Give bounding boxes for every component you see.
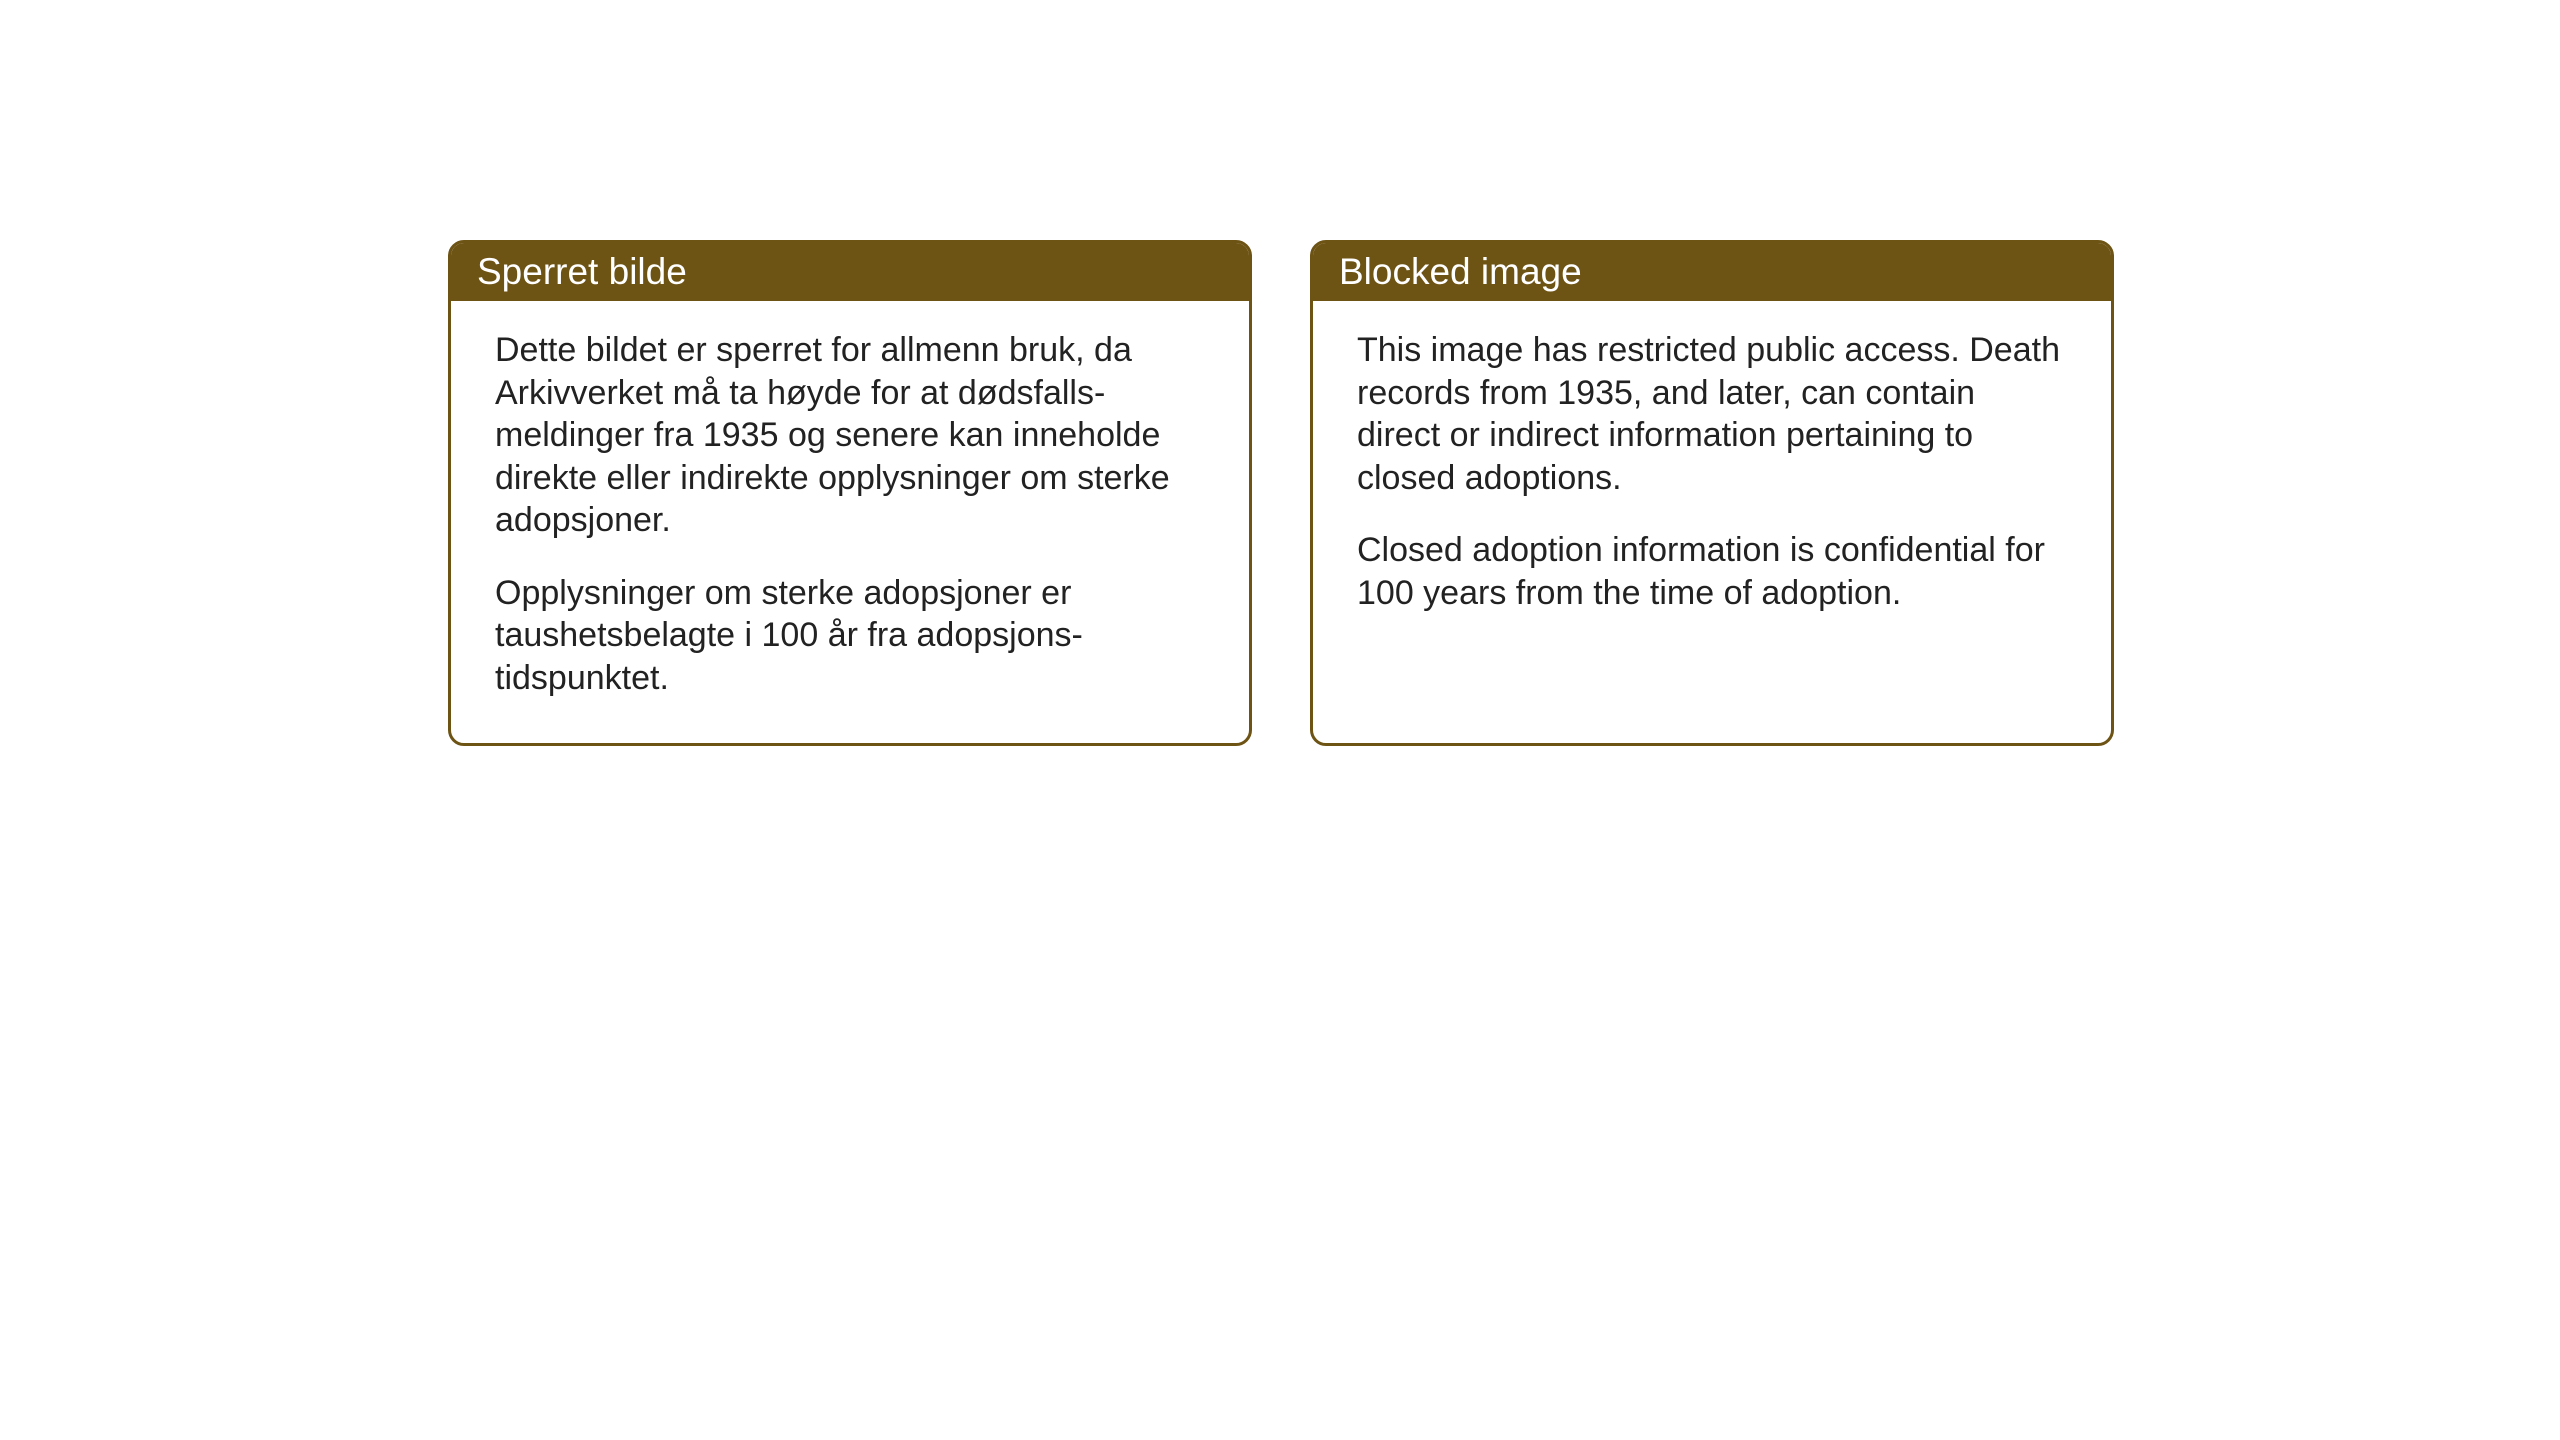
notice-card-norwegian: Sperret bilde Dette bildet er sperret fo…	[448, 240, 1252, 746]
card-paragraph-2-norwegian: Opplysninger om sterke adopsjoner er tau…	[495, 572, 1205, 700]
card-header-norwegian: Sperret bilde	[451, 243, 1249, 301]
notice-card-english: Blocked image This image has restricted …	[1310, 240, 2114, 746]
card-header-english: Blocked image	[1313, 243, 2111, 301]
card-body-english: This image has restricted public access.…	[1313, 301, 2111, 658]
card-paragraph-2-english: Closed adoption information is confident…	[1357, 529, 2067, 614]
card-title-norwegian: Sperret bilde	[477, 251, 687, 292]
notice-container: Sperret bilde Dette bildet er sperret fo…	[448, 240, 2114, 746]
card-paragraph-1-english: This image has restricted public access.…	[1357, 329, 2067, 499]
card-title-english: Blocked image	[1339, 251, 1582, 292]
card-paragraph-1-norwegian: Dette bildet er sperret for allmenn bruk…	[495, 329, 1205, 542]
card-body-norwegian: Dette bildet er sperret for allmenn bruk…	[451, 301, 1249, 743]
